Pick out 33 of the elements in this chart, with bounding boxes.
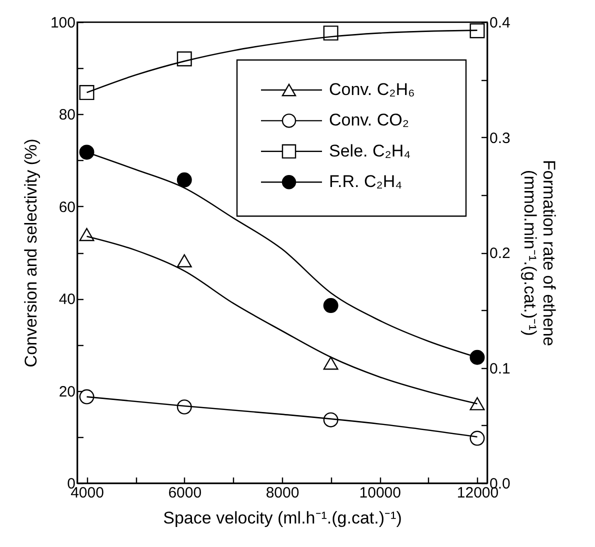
x-tick-label: 8000	[266, 484, 300, 502]
y2-tick-label: 0.1	[490, 360, 510, 378]
point	[79, 389, 94, 404]
y-tick-label: 40	[58, 291, 76, 308]
legend-label: Conv. CO₂	[329, 110, 409, 130]
point	[323, 356, 338, 370]
x-tick-label: 10000	[359, 484, 401, 502]
point	[470, 23, 485, 38]
y-tick-label: 20	[58, 383, 76, 400]
y2-axis-title: Formation rate of ethene (mmol.min⁻¹.(g.cat.)⁻¹)	[520, 160, 558, 346]
y-tick-label: 80	[58, 106, 76, 124]
legend-label: F.R. C₂H₄	[329, 172, 402, 192]
point	[176, 51, 192, 66]
y2-tick-label: 0.2	[490, 245, 510, 262]
point	[470, 430, 485, 446]
x-tick-label: 6000	[168, 484, 202, 502]
point	[176, 254, 192, 268]
point	[470, 350, 485, 365]
y2-tick-label: 0.3	[490, 130, 510, 147]
point	[323, 298, 338, 313]
y-tick-label: 60	[58, 198, 76, 216]
point	[176, 172, 192, 188]
legend-label: Sele. C₂H₄	[329, 141, 411, 160]
point	[323, 26, 338, 41]
y-axis-title: Conversion and selectivity (%)	[21, 138, 40, 368]
point	[79, 85, 94, 100]
point	[79, 144, 94, 160]
point	[470, 397, 485, 410]
legend-label: Conv. C₂H₆	[329, 80, 415, 99]
point	[79, 228, 94, 242]
y-tick-label: 100	[50, 14, 76, 32]
x-axis-title: Space velocity (ml.h⁻¹.(g.cat.)⁻¹)	[163, 508, 402, 528]
y2-tick-label: 0.4	[490, 14, 510, 32]
